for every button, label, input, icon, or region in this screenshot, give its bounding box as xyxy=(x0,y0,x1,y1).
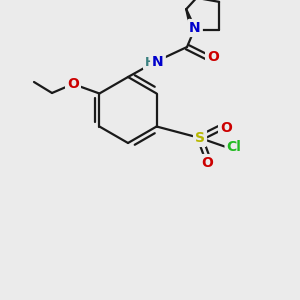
Text: O: O xyxy=(220,121,232,135)
Text: O: O xyxy=(207,50,219,64)
Text: O: O xyxy=(67,77,79,91)
Text: Cl: Cl xyxy=(226,140,242,154)
Text: S: S xyxy=(195,131,205,145)
Text: O: O xyxy=(201,156,213,170)
Text: H: H xyxy=(145,56,155,68)
Text: N: N xyxy=(189,21,201,35)
Text: N: N xyxy=(152,55,164,69)
